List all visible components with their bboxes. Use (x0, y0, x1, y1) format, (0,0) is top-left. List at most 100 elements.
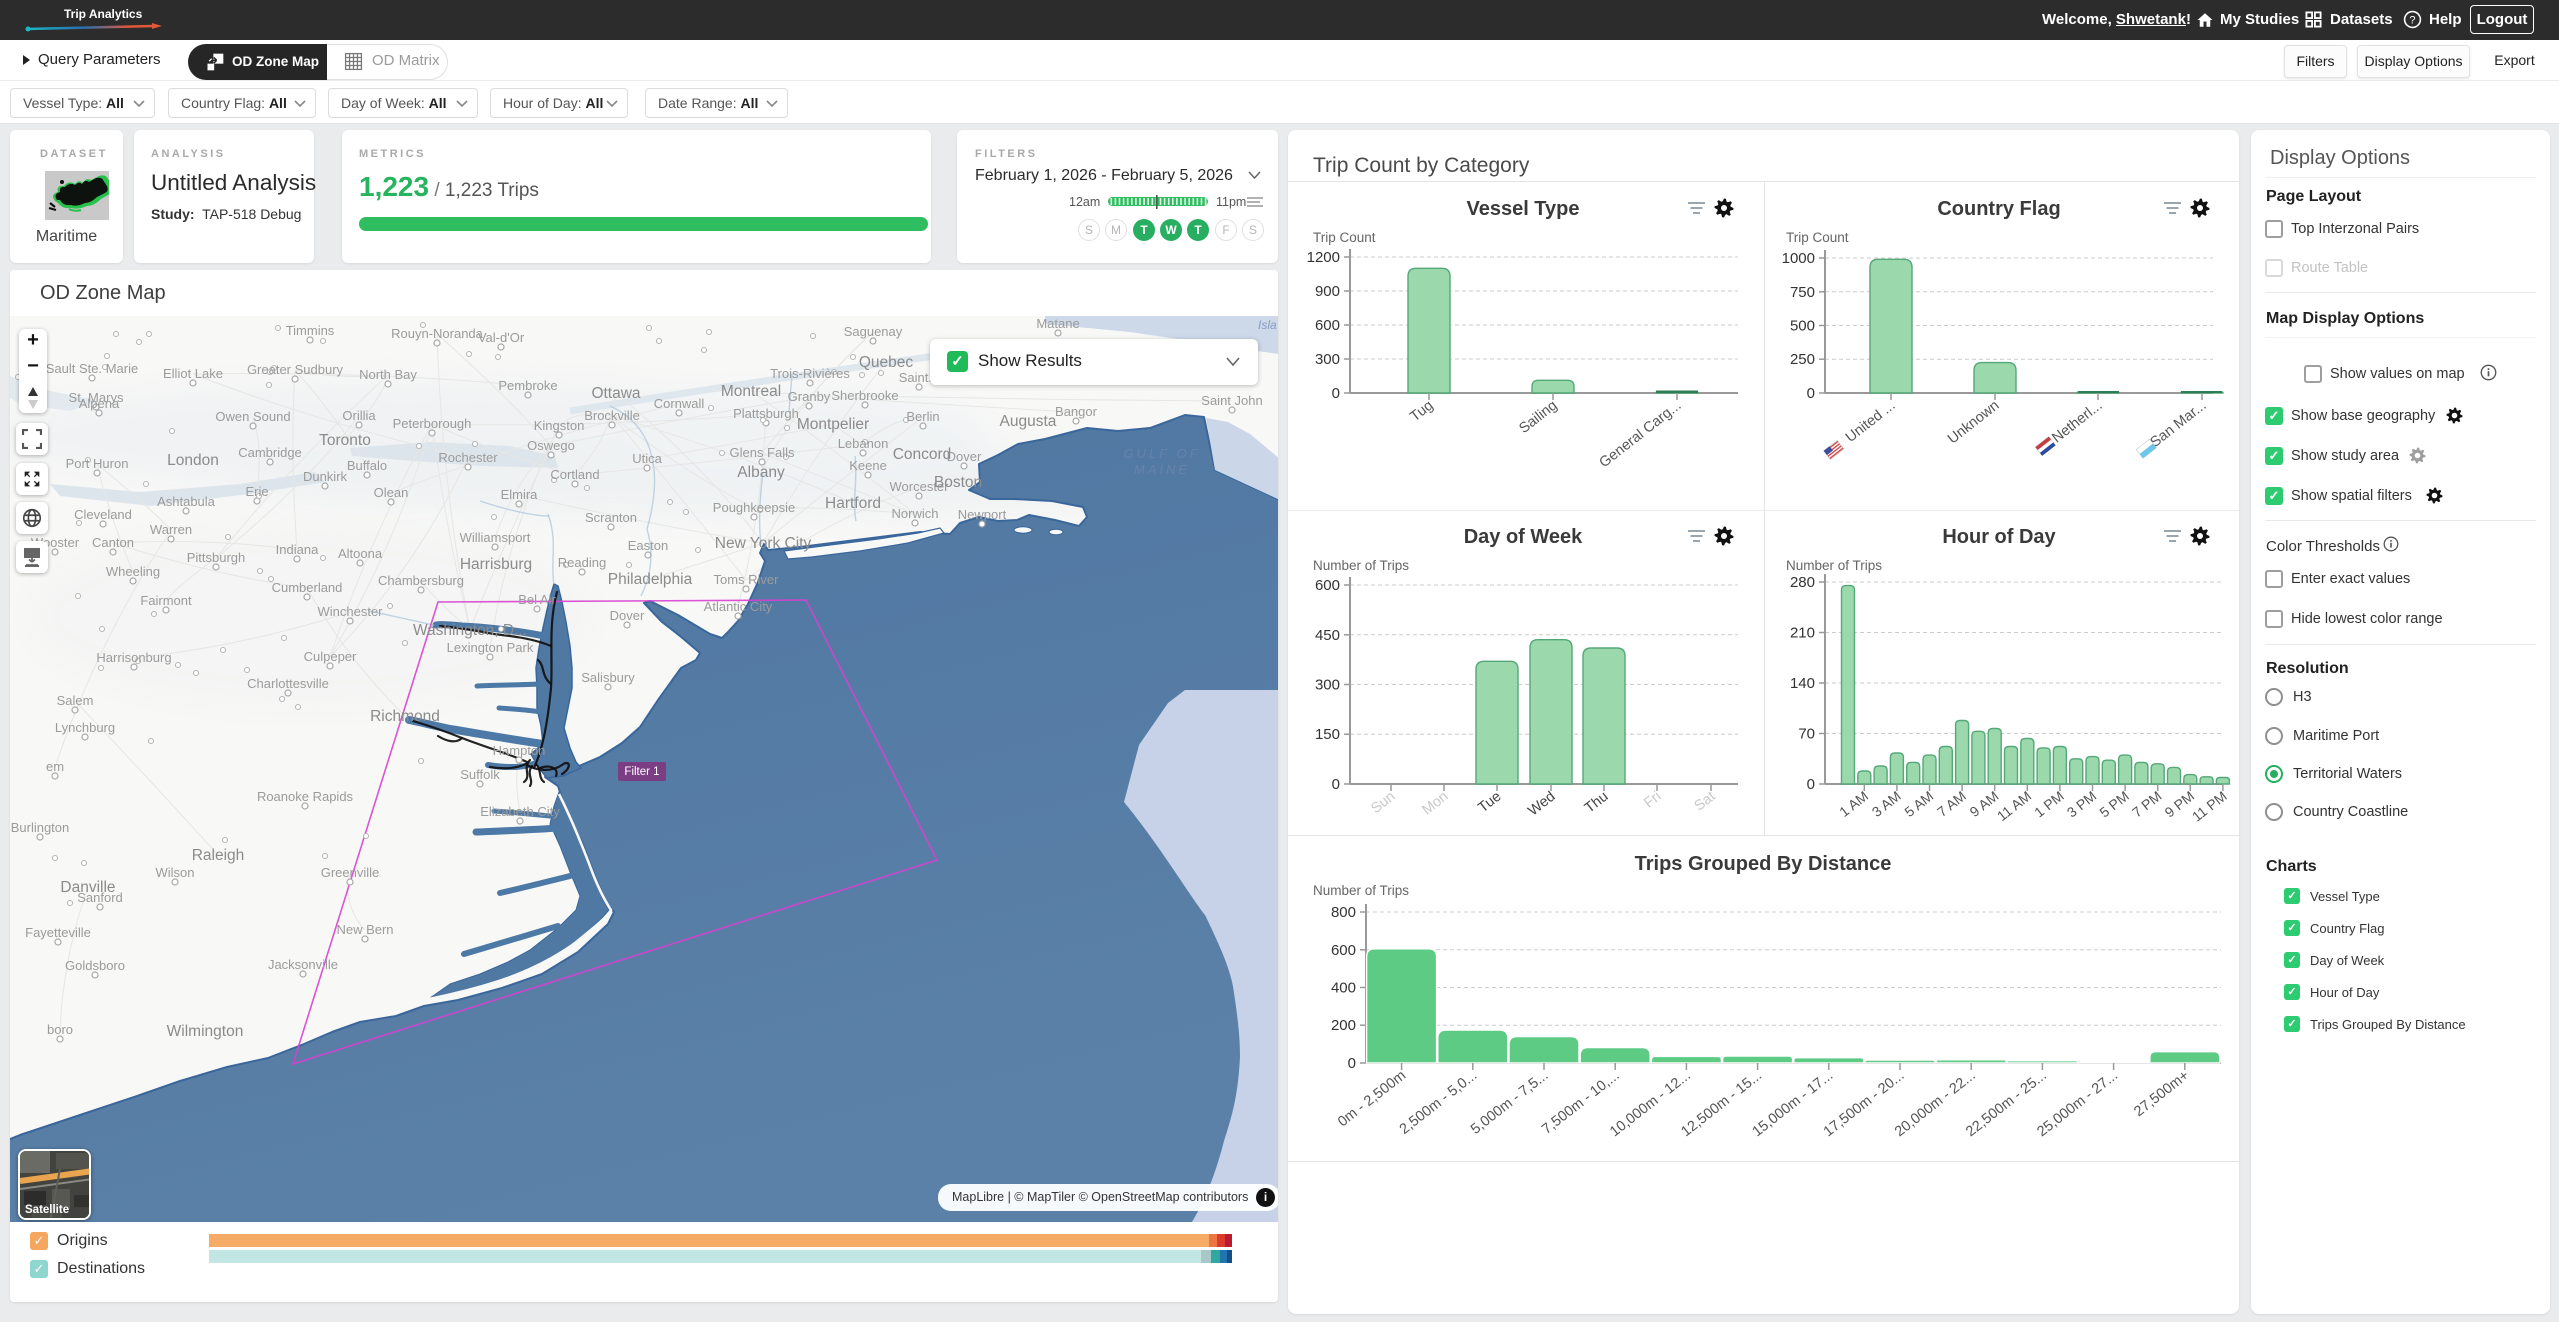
svg-text:Quebec: Quebec (859, 354, 914, 371)
svg-text:450: 450 (1315, 627, 1340, 644)
svg-text:Greenville: Greenville (321, 865, 380, 880)
svg-text:Fairmont: Fairmont (140, 593, 192, 608)
svg-text:Olean: Olean (374, 485, 409, 500)
svg-text:3 AM: 3 AM (1869, 788, 1904, 820)
svg-text:Elizabeth City: Elizabeth City (480, 804, 560, 819)
svg-text:Netherl...: Netherl... (2049, 398, 2105, 447)
svg-text:Elmira: Elmira (501, 487, 539, 502)
svg-text:5 PM: 5 PM (2096, 788, 2132, 821)
svg-text:Fri: Fri (1641, 789, 1664, 812)
svg-text:Easton: Easton (628, 538, 668, 553)
svg-text:Pembroke: Pembroke (498, 378, 557, 393)
svg-text:Raleigh: Raleigh (192, 847, 245, 864)
svg-text:Jacksonville: Jacksonville (268, 957, 338, 972)
svg-text:Cambridge: Cambridge (238, 445, 302, 460)
svg-text:Pittsburgh: Pittsburgh (187, 550, 246, 565)
svg-text:Mon: Mon (1419, 789, 1451, 819)
svg-text:300: 300 (1315, 677, 1340, 694)
svg-text:Oswego: Oswego (527, 438, 575, 453)
svg-text:Washington, D...: Washington, D... (413, 622, 527, 639)
svg-text:Lexington Park: Lexington Park (447, 640, 534, 655)
svg-text:Sat: Sat (1691, 789, 1718, 815)
svg-text:Filter 1: Filter 1 (624, 766, 659, 778)
svg-text:General Carg...: General Carg... (1596, 398, 1684, 472)
svg-text:250: 250 (1790, 351, 1815, 368)
svg-text:Concord: Concord (893, 446, 952, 463)
svg-text:Utica: Utica (632, 451, 662, 466)
svg-text:Day of Week: Day of Week (1464, 526, 1583, 548)
svg-text:Reading: Reading (558, 555, 606, 570)
svg-text:Cleveland: Cleveland (74, 507, 132, 522)
svg-text:Sailing: Sailing (1516, 398, 1560, 437)
svg-text:Toms River: Toms River (713, 572, 779, 587)
svg-text:em: em (46, 759, 64, 774)
svg-text:Cumberland: Cumberland (272, 580, 343, 595)
svg-text:150: 150 (1315, 726, 1340, 743)
svg-text:Indiana: Indiana (276, 542, 319, 557)
svg-text:0: 0 (1807, 776, 1815, 793)
svg-text:Harrisonburg: Harrisonburg (96, 650, 171, 665)
svg-text:0m - 2,500m: 0m - 2,500m (1335, 1068, 1409, 1131)
svg-text:Norwich: Norwich (892, 506, 939, 521)
svg-text:Salem: Salem (57, 693, 94, 708)
svg-text:Orillia: Orillia (342, 408, 376, 423)
svg-text:Worcester: Worcester (890, 479, 950, 494)
svg-text:Harrisburg: Harrisburg (460, 556, 532, 573)
svg-text:boro: boro (47, 1022, 73, 1037)
svg-text:?: ? (2409, 14, 2415, 26)
svg-text:Burlington: Burlington (11, 820, 70, 835)
svg-text:Hampton: Hampton (493, 743, 546, 758)
svg-text:140: 140 (1790, 675, 1815, 692)
svg-text:500: 500 (1790, 318, 1815, 335)
svg-text:San Mar...: San Mar... (2148, 398, 2210, 451)
svg-text:Ottawa: Ottawa (591, 385, 640, 402)
svg-text:2,500m - 5,0...: 2,500m - 5,0... (1397, 1068, 1481, 1138)
svg-text:Salisbury: Salisbury (581, 670, 635, 685)
svg-text:5 AM: 5 AM (1901, 788, 1936, 820)
svg-text:Trip Count: Trip Count (1313, 230, 1376, 245)
svg-text:Bel Air: Bel Air (518, 592, 556, 607)
svg-text:Augusta: Augusta (1000, 413, 1057, 430)
svg-text:Buffalo: Buffalo (347, 458, 387, 473)
svg-text:Alpena: Alpena (79, 396, 120, 411)
svg-text:Tue: Tue (1475, 789, 1504, 817)
svg-text:Erie: Erie (245, 484, 268, 499)
svg-text:Wed: Wed (1525, 789, 1558, 820)
svg-text:Greater Sudbury: Greater Sudbury (247, 362, 344, 377)
svg-text:70: 70 (1798, 726, 1815, 743)
svg-text:Isla: Isla (1258, 318, 1277, 332)
svg-text:Boston: Boston (934, 474, 982, 491)
svg-text:11 PM: 11 PM (2189, 788, 2230, 825)
svg-text:600: 600 (1315, 317, 1340, 334)
svg-text:Albany: Albany (737, 464, 785, 481)
svg-text:5,000m - 7,5...: 5,000m - 7,5... (1468, 1068, 1552, 1138)
svg-text:Saguenay: Saguenay (844, 324, 903, 339)
svg-text:Fayetteville: Fayetteville (25, 925, 91, 940)
svg-text:Charlottesville: Charlottesville (247, 676, 329, 691)
svg-text:Williamsport: Williamsport (460, 530, 531, 545)
svg-text:200: 200 (1331, 1017, 1356, 1034)
svg-text:Number of Trips: Number of Trips (1313, 883, 1409, 898)
svg-text:Number of Trips: Number of Trips (1786, 558, 1882, 573)
svg-text:0: 0 (1348, 1055, 1356, 1072)
svg-text:Thu: Thu (1582, 789, 1612, 817)
svg-text:600: 600 (1331, 942, 1356, 959)
svg-text:Dover: Dover (947, 449, 982, 464)
svg-text:Matane: Matane (1036, 316, 1079, 331)
svg-text:Altoona: Altoona (338, 546, 383, 561)
svg-text:0: 0 (1332, 385, 1340, 402)
svg-text:Bangor: Bangor (1055, 404, 1098, 419)
svg-text:Montpelier: Montpelier (797, 416, 869, 433)
svg-text:Rochester: Rochester (438, 450, 498, 465)
svg-text:Timmins: Timmins (286, 323, 335, 338)
svg-text:Vessel Type: Vessel Type (1466, 198, 1579, 220)
svg-text:Tug: Tug (1407, 398, 1436, 426)
svg-text:United ...: United ... (1843, 398, 1899, 446)
svg-text:Berlin: Berlin (906, 409, 939, 424)
svg-text:1200: 1200 (1307, 249, 1340, 266)
svg-text:27,500m+: 27,500m+ (2131, 1068, 2192, 1121)
svg-text:Cortland: Cortland (550, 467, 599, 482)
svg-text:Peterborough: Peterborough (393, 416, 472, 431)
svg-text:Granby: Granby (788, 389, 831, 404)
svg-text:1 PM: 1 PM (2031, 788, 2067, 821)
